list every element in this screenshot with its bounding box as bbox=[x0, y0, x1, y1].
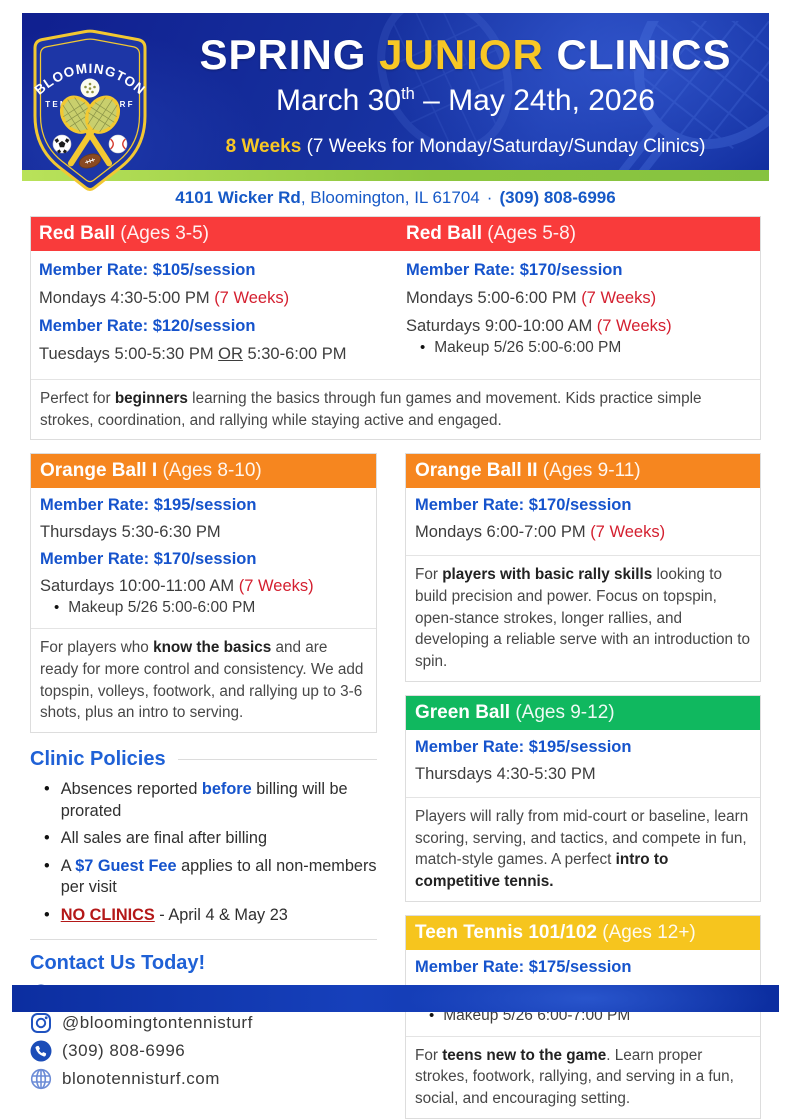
baseball-icon bbox=[108, 134, 128, 154]
member-rate: Member Rate: $195/session bbox=[40, 496, 257, 515]
schedule-line: Thursdays 5:30-6:30 PM bbox=[40, 523, 221, 542]
teen-tennis-header: Teen Tennis 101/102 (Ages 12+) bbox=[406, 915, 760, 950]
teen-tennis-card: Teen Tennis 101/102 (Ages 12+) Member Ra… bbox=[405, 914, 761, 1119]
member-rate: Member Rate: $170/session bbox=[415, 496, 632, 515]
makeup-note: Makeup 5/26 5:00-6:00 PM bbox=[54, 599, 367, 617]
member-rate: Member Rate: $195/session bbox=[415, 737, 632, 756]
orange-ball-2-description: For players with basic rally skills look… bbox=[406, 555, 760, 681]
member-rate: Member Rate: $120/session bbox=[39, 316, 256, 335]
green-ball-description: Players will rally from mid-court or bas… bbox=[406, 796, 760, 901]
date-ordinal: th bbox=[401, 85, 415, 104]
policy-item-no-clinics: NO CLINICS - April 4 & May 23 bbox=[44, 905, 377, 927]
red-ball-1-details: Member Rate: $105/session Mondays 4:30-5… bbox=[31, 251, 406, 379]
green-ball-header: Green Ball (Ages 9-12) bbox=[406, 695, 760, 730]
green-ball-details: Member Rate: $195/session Thursdays 4:30… bbox=[406, 738, 760, 797]
header-background: SPRING JUNIOR CLINICS March 30th – May 2… bbox=[22, 13, 769, 170]
phone-icon bbox=[30, 1040, 52, 1062]
policy-item: A $7 Guest Fee applies to all non-member… bbox=[44, 856, 377, 899]
divider bbox=[30, 939, 377, 941]
schedule-line: Thursdays 4:30-5:30 PM bbox=[415, 764, 596, 783]
address-line: 4101 Wicker Rd, Bloomington, IL 61704 · (3… bbox=[0, 188, 791, 208]
red-ball-2-details: Member Rate: $170/session Mondays 5:00-6… bbox=[406, 251, 760, 379]
red-ball-body: Member Rate: $105/session Mondays 4:30-5… bbox=[31, 251, 760, 379]
website-label: blonotennisturf.com bbox=[62, 1069, 220, 1089]
member-rate: Member Rate: $170/session bbox=[406, 261, 623, 279]
right-column: Orange Ball II (Ages 9-11) Member Rate: … bbox=[405, 453, 761, 1119]
red-ball-1-title: Red Ball (Ages 3-5) bbox=[39, 223, 210, 244]
street-address: 4101 Wicker Rd bbox=[175, 188, 301, 207]
green-stripe bbox=[22, 170, 769, 181]
schedule-line: Tuesdays 5:00-5:30 PM OR 5:30-6:00 PM bbox=[39, 344, 347, 363]
instagram-label: @bloomingtontennisturf bbox=[62, 1013, 253, 1033]
main-content: Red Ball (Ages 3-5) Red Ball (Ages 5-8) … bbox=[30, 216, 761, 1119]
weeks-rest: (7 Weeks for Monday/Saturday/Sunday Clin… bbox=[301, 136, 706, 158]
phone-number: (309) 808-6996 bbox=[499, 188, 616, 207]
pickleball-icon bbox=[80, 78, 100, 98]
tennis-racket-art-icon bbox=[377, 13, 513, 154]
policy-item: All sales are final after billing bbox=[44, 828, 377, 850]
orange-ball-2-card: Orange Ball II (Ages 9-11) Member Rate: … bbox=[405, 453, 761, 682]
header-banner: SPRING JUNIOR CLINICS March 30th – May 2… bbox=[22, 13, 769, 181]
dot-separator: · bbox=[486, 188, 493, 207]
orange-ball-1-header: Orange Ball I (Ages 8-10) bbox=[31, 454, 376, 489]
crossed-rackets-icon bbox=[52, 78, 128, 169]
schedule-line: Mondays 5:00-6:00 PM (7 Weeks) bbox=[406, 288, 657, 307]
left-column: Orange Ball I (Ages 8-10) Member Rate: $… bbox=[30, 453, 377, 1096]
member-rate: Member Rate: $175/session bbox=[415, 957, 632, 976]
green-ball-card: Green Ball (Ages 9-12) Member Rate: $195… bbox=[405, 694, 761, 902]
title-junior: JUNIOR bbox=[379, 31, 544, 78]
tennis-racket-art-icon bbox=[613, 21, 769, 170]
schedule-line: Mondays 4:30-5:00 PM (7 Weeks) bbox=[39, 288, 290, 307]
orange-ball-1-card: Orange Ball I (Ages 8-10) Member Rate: $… bbox=[30, 453, 377, 734]
contact-heading: Contact Us Today! bbox=[30, 952, 206, 975]
schedule-line: Mondays 6:00-7:00 PM (7 Weeks) bbox=[415, 523, 666, 542]
soccer-ball-icon bbox=[52, 134, 72, 154]
clinic-policies-heading: Clinic Policies bbox=[30, 748, 377, 771]
orange-ball-2-header: Orange Ball II (Ages 9-11) bbox=[406, 454, 760, 489]
phone-link[interactable]: (309) 808-6996 bbox=[30, 1040, 377, 1062]
red-ball-description: Perfect for beginners learning the basic… bbox=[31, 378, 760, 439]
red-ball-header: Red Ball (Ages 3-5) Red Ball (Ages 5-8) bbox=[31, 217, 760, 251]
club-logo: BLOOMINGTON TENNIS & TURF bbox=[23, 28, 157, 196]
title-spring: SPRING bbox=[199, 31, 380, 78]
website-link[interactable]: blonotennisturf.com bbox=[30, 1068, 377, 1090]
instagram-link[interactable]: @bloomingtontennisturf bbox=[30, 1012, 377, 1034]
teen-tennis-description: For teens new to the game. Learn proper … bbox=[406, 1035, 760, 1118]
member-rate: Member Rate: $170/session bbox=[40, 550, 257, 569]
red-ball-section: Red Ball (Ages 3-5) Red Ball (Ages 5-8) … bbox=[30, 216, 761, 441]
orange-ball-1-details: Member Rate: $195/session Thursdays 5:30… bbox=[31, 496, 376, 628]
instagram-icon bbox=[31, 1013, 51, 1034]
globe-icon bbox=[30, 1068, 52, 1090]
schedule-line: Saturdays 10:00-11:00 AM (7 Weeks) bbox=[40, 577, 314, 596]
member-rate: Member Rate: $105/session bbox=[39, 261, 256, 279]
football-icon bbox=[78, 153, 102, 169]
clinic-policies-list: Absences reported before billing will be… bbox=[30, 779, 377, 926]
page-title: SPRING JUNIOR CLINICS bbox=[172, 31, 759, 78]
orange-ball-2-details: Member Rate: $170/session Mondays 6:00-7… bbox=[406, 496, 760, 555]
date-end: – May 24th, 2026 bbox=[414, 84, 655, 118]
schedule-line: Saturdays 9:00-10:00 AM (7 Weeks) bbox=[406, 316, 672, 335]
date-range: March 30th – May 24th, 2026 bbox=[172, 84, 759, 118]
weeks-note: 8 Weeks (7 Weeks for Monday/Saturday/Sun… bbox=[172, 136, 759, 158]
footer-bar bbox=[12, 985, 779, 1012]
city-address: , Bloomington, IL 61704 bbox=[300, 188, 480, 207]
makeup-note: Makeup 5/26 5:00-6:00 PM bbox=[420, 339, 752, 357]
red-ball-2-title: Red Ball (Ages 5-8) bbox=[406, 223, 577, 244]
weeks-highlight: 8 Weeks bbox=[225, 136, 302, 158]
phone-label: (309) 808-6996 bbox=[62, 1041, 186, 1061]
title-clinics: CLINICS bbox=[543, 31, 732, 78]
orange-ball-1-description: For players who know the basics and are … bbox=[31, 628, 376, 732]
date-start: March 30 bbox=[276, 84, 402, 118]
policy-item: Absences reported before billing will be… bbox=[44, 779, 377, 822]
